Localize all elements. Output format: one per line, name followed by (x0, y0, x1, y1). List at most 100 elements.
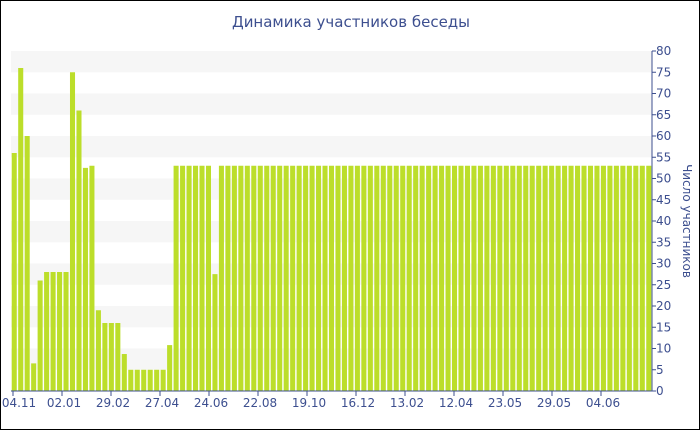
x-tick-label: 22.08 (243, 396, 277, 410)
x-tick-label: 23.05 (488, 396, 522, 410)
bar (69, 72, 76, 391)
bar (445, 165, 451, 391)
y-tick-label: 25 (656, 278, 671, 292)
bar (484, 165, 490, 391)
bar (503, 165, 509, 391)
y-tick-label: 80 (656, 44, 671, 58)
bar (581, 165, 587, 391)
bar (328, 165, 335, 391)
y-ticks: 0 5 10 15 20 25 30 35 40 45 50 55 60 65 70 75 80 (652, 44, 671, 398)
bar (44, 272, 50, 391)
x-tick-label: 02.01 (47, 396, 81, 410)
bar (452, 165, 458, 391)
y-tick-label: 75 (656, 65, 671, 79)
bar (128, 369, 134, 391)
bar (303, 165, 309, 391)
bar (426, 165, 432, 391)
bar (160, 369, 166, 391)
x-tick-label: 19.10 (292, 396, 326, 410)
bar (374, 165, 380, 391)
x-tick-label: 24.06 (194, 396, 228, 410)
bar (516, 165, 522, 391)
bar (95, 310, 101, 391)
bar (523, 165, 529, 391)
bar (296, 165, 302, 391)
bar (108, 323, 114, 391)
bar (587, 165, 594, 391)
bar (549, 165, 555, 391)
bar (257, 165, 263, 391)
bar (387, 165, 393, 391)
bar (199, 165, 205, 391)
bar (238, 165, 244, 391)
bar (335, 165, 341, 391)
y-tick-label: 35 (656, 235, 671, 249)
bar (18, 68, 24, 391)
bar (354, 165, 360, 391)
bar (613, 165, 619, 391)
bar (555, 165, 561, 391)
bar (147, 369, 153, 391)
bar (264, 165, 270, 391)
bar (432, 165, 438, 391)
bar (270, 165, 276, 391)
bar (102, 323, 108, 391)
bar (477, 165, 483, 391)
bar (568, 165, 574, 391)
x-tick-label: 16.12 (341, 396, 375, 410)
bar (620, 165, 626, 391)
y-tick-label: 55 (656, 150, 671, 164)
bar (639, 165, 645, 391)
bar (134, 369, 140, 391)
bar (283, 165, 289, 391)
y-tick-label: 10 (656, 342, 671, 356)
bar (57, 272, 63, 391)
x-tick-label: 29.02 (96, 396, 130, 410)
y-tick-label: 40 (656, 214, 671, 228)
bar (626, 165, 632, 391)
bar (212, 274, 218, 392)
chart-title: Динамика участников беседы (231, 13, 471, 31)
bar (154, 369, 160, 391)
bar (225, 165, 231, 391)
bar (633, 165, 639, 391)
bar (316, 165, 322, 391)
y-tick-label: 70 (656, 87, 671, 101)
bar (575, 165, 581, 391)
bar (594, 165, 600, 391)
bar (205, 165, 211, 391)
bar (290, 165, 296, 391)
bar (464, 165, 470, 391)
y-tick-label: 65 (656, 108, 671, 122)
bar (167, 345, 173, 391)
bar (458, 165, 464, 391)
bar (11, 153, 17, 391)
x-tick-label: 29.05 (537, 396, 571, 410)
bar (367, 165, 373, 391)
bar (76, 110, 82, 391)
bar (180, 165, 186, 391)
bar (562, 165, 568, 391)
y-tick-label: 15 (656, 320, 671, 334)
bar (536, 165, 542, 391)
bar (393, 165, 399, 391)
bar (646, 165, 652, 391)
bar (173, 165, 179, 391)
bar (31, 363, 37, 392)
bar (251, 165, 257, 391)
grid-band (11, 51, 652, 73)
bar (341, 165, 347, 391)
bar (82, 167, 88, 392)
bar (600, 165, 606, 391)
y-tick-label: 30 (656, 257, 671, 271)
bar (497, 165, 503, 391)
bar (348, 165, 354, 391)
x-tick-label: 12.04 (439, 396, 473, 410)
y-tick-label: 50 (656, 172, 671, 186)
bar (380, 165, 386, 391)
bar (490, 165, 496, 391)
grid-band (11, 136, 652, 158)
bar (244, 165, 250, 391)
